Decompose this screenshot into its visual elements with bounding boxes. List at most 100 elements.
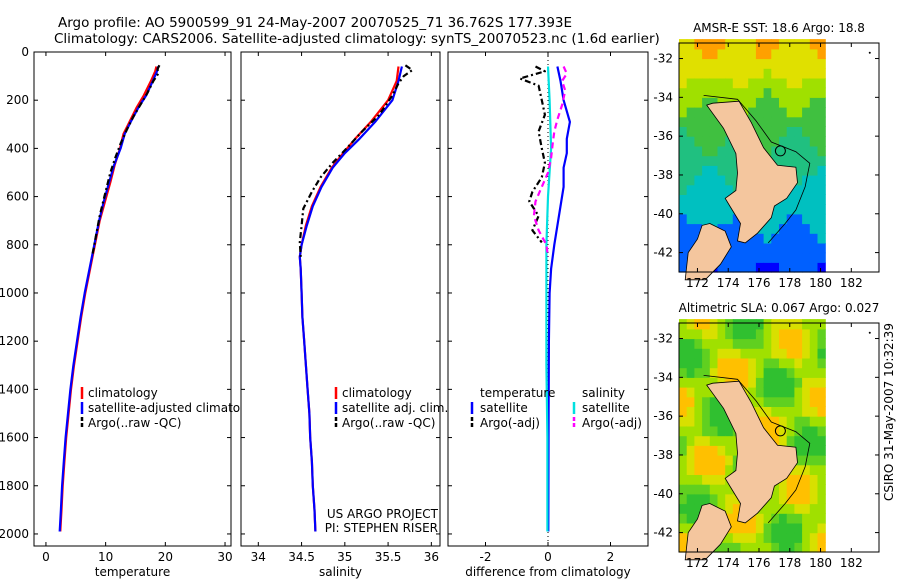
map-cell bbox=[709, 435, 719, 446]
map-cell bbox=[802, 77, 811, 89]
map-cell bbox=[709, 484, 719, 495]
map-cell bbox=[694, 348, 703, 359]
island-dot bbox=[868, 51, 871, 54]
map-cell bbox=[786, 68, 795, 79]
map-cell bbox=[809, 474, 819, 485]
map-cell bbox=[702, 165, 711, 176]
legend-label: satellite bbox=[582, 401, 630, 415]
lat-tick-label: -36 bbox=[653, 409, 673, 423]
map-cell bbox=[786, 406, 795, 417]
map-cell bbox=[786, 416, 795, 427]
map-cell bbox=[809, 348, 819, 359]
x-tick-label: 35.5 bbox=[375, 550, 402, 564]
map-cell bbox=[725, 165, 734, 176]
map-cell bbox=[732, 503, 742, 514]
map-cell bbox=[709, 425, 719, 437]
map-cell bbox=[817, 406, 826, 417]
map-cell bbox=[802, 328, 811, 340]
x-tick-label: 0 bbox=[42, 550, 50, 564]
map-cell bbox=[779, 348, 788, 359]
map-cell bbox=[702, 68, 711, 79]
map-cell bbox=[763, 87, 772, 98]
map-cell bbox=[771, 213, 780, 225]
map-cell bbox=[679, 194, 688, 205]
map-cell bbox=[702, 58, 711, 69]
map-cell bbox=[779, 68, 788, 79]
map-cell bbox=[763, 348, 772, 359]
map-cell bbox=[702, 406, 711, 417]
map-cell bbox=[786, 233, 795, 244]
x-tick-label: 34.5 bbox=[288, 550, 315, 564]
lon-tick-label: 174 bbox=[717, 556, 740, 570]
map-cell bbox=[702, 48, 711, 60]
map-cell bbox=[794, 184, 803, 195]
map-title: Altimetric SLA: 0.067 Argo: 0.027 bbox=[679, 301, 880, 315]
map-cell bbox=[786, 338, 795, 349]
map-cell bbox=[779, 367, 788, 378]
series-line-3 bbox=[532, 66, 568, 257]
map-cell bbox=[725, 532, 734, 543]
map-cell bbox=[686, 155, 695, 166]
map-cell bbox=[694, 87, 703, 98]
x-tick-label: 10 bbox=[98, 550, 113, 564]
map-cell bbox=[732, 532, 742, 543]
map-cell bbox=[809, 464, 819, 475]
map-cell bbox=[771, 348, 780, 359]
map-cell bbox=[802, 184, 811, 195]
map-cell bbox=[679, 455, 688, 466]
map-cell bbox=[802, 348, 811, 359]
map-cell bbox=[809, 184, 819, 195]
map-cell bbox=[740, 48, 749, 60]
map-cell bbox=[725, 425, 734, 437]
map-cell bbox=[786, 77, 795, 89]
map-cell bbox=[786, 39, 795, 50]
x-axis-label: temperature bbox=[95, 565, 170, 579]
map-cell bbox=[786, 377, 795, 388]
map-cell bbox=[740, 77, 749, 89]
map-cell bbox=[809, 223, 819, 234]
map-cell bbox=[794, 97, 803, 108]
map-cell bbox=[802, 387, 811, 398]
map-cell bbox=[694, 48, 703, 60]
map-cell bbox=[771, 68, 780, 79]
argo-float-marker bbox=[774, 425, 786, 437]
map-cell bbox=[817, 464, 826, 475]
map-cell bbox=[809, 416, 819, 427]
map-cell bbox=[694, 328, 703, 340]
map-cell bbox=[686, 97, 695, 108]
map-cell bbox=[771, 493, 780, 505]
map-cell bbox=[763, 77, 772, 89]
map-cell bbox=[702, 416, 711, 427]
map-cell bbox=[786, 116, 795, 127]
map-cell bbox=[809, 406, 819, 417]
map-cell bbox=[794, 338, 803, 349]
map-cell bbox=[694, 435, 703, 446]
map-cell bbox=[763, 233, 772, 244]
map-cell bbox=[694, 377, 703, 388]
map-cell bbox=[732, 252, 742, 263]
map-cell bbox=[748, 97, 757, 108]
map-cell bbox=[771, 48, 780, 60]
map-cell bbox=[763, 357, 772, 369]
legend-label: satellite bbox=[480, 401, 528, 415]
map-cell bbox=[794, 175, 803, 186]
map-cell bbox=[802, 68, 811, 79]
map-cell bbox=[732, 223, 742, 234]
map-cell bbox=[786, 425, 795, 437]
map-cell bbox=[725, 513, 734, 524]
map-cell bbox=[763, 262, 772, 273]
lon-tick-label: 176 bbox=[748, 276, 771, 290]
map-cell bbox=[679, 77, 688, 89]
map-cell bbox=[809, 493, 819, 505]
map-cell bbox=[694, 39, 703, 50]
map-cell bbox=[809, 155, 819, 166]
map-cell bbox=[786, 204, 795, 215]
map-cell bbox=[763, 242, 772, 254]
map-cell bbox=[686, 223, 695, 234]
map-cell bbox=[794, 204, 803, 215]
map-cell bbox=[802, 204, 811, 215]
map-cell bbox=[694, 493, 703, 505]
map-cell bbox=[771, 338, 780, 349]
map-cell bbox=[779, 522, 788, 534]
